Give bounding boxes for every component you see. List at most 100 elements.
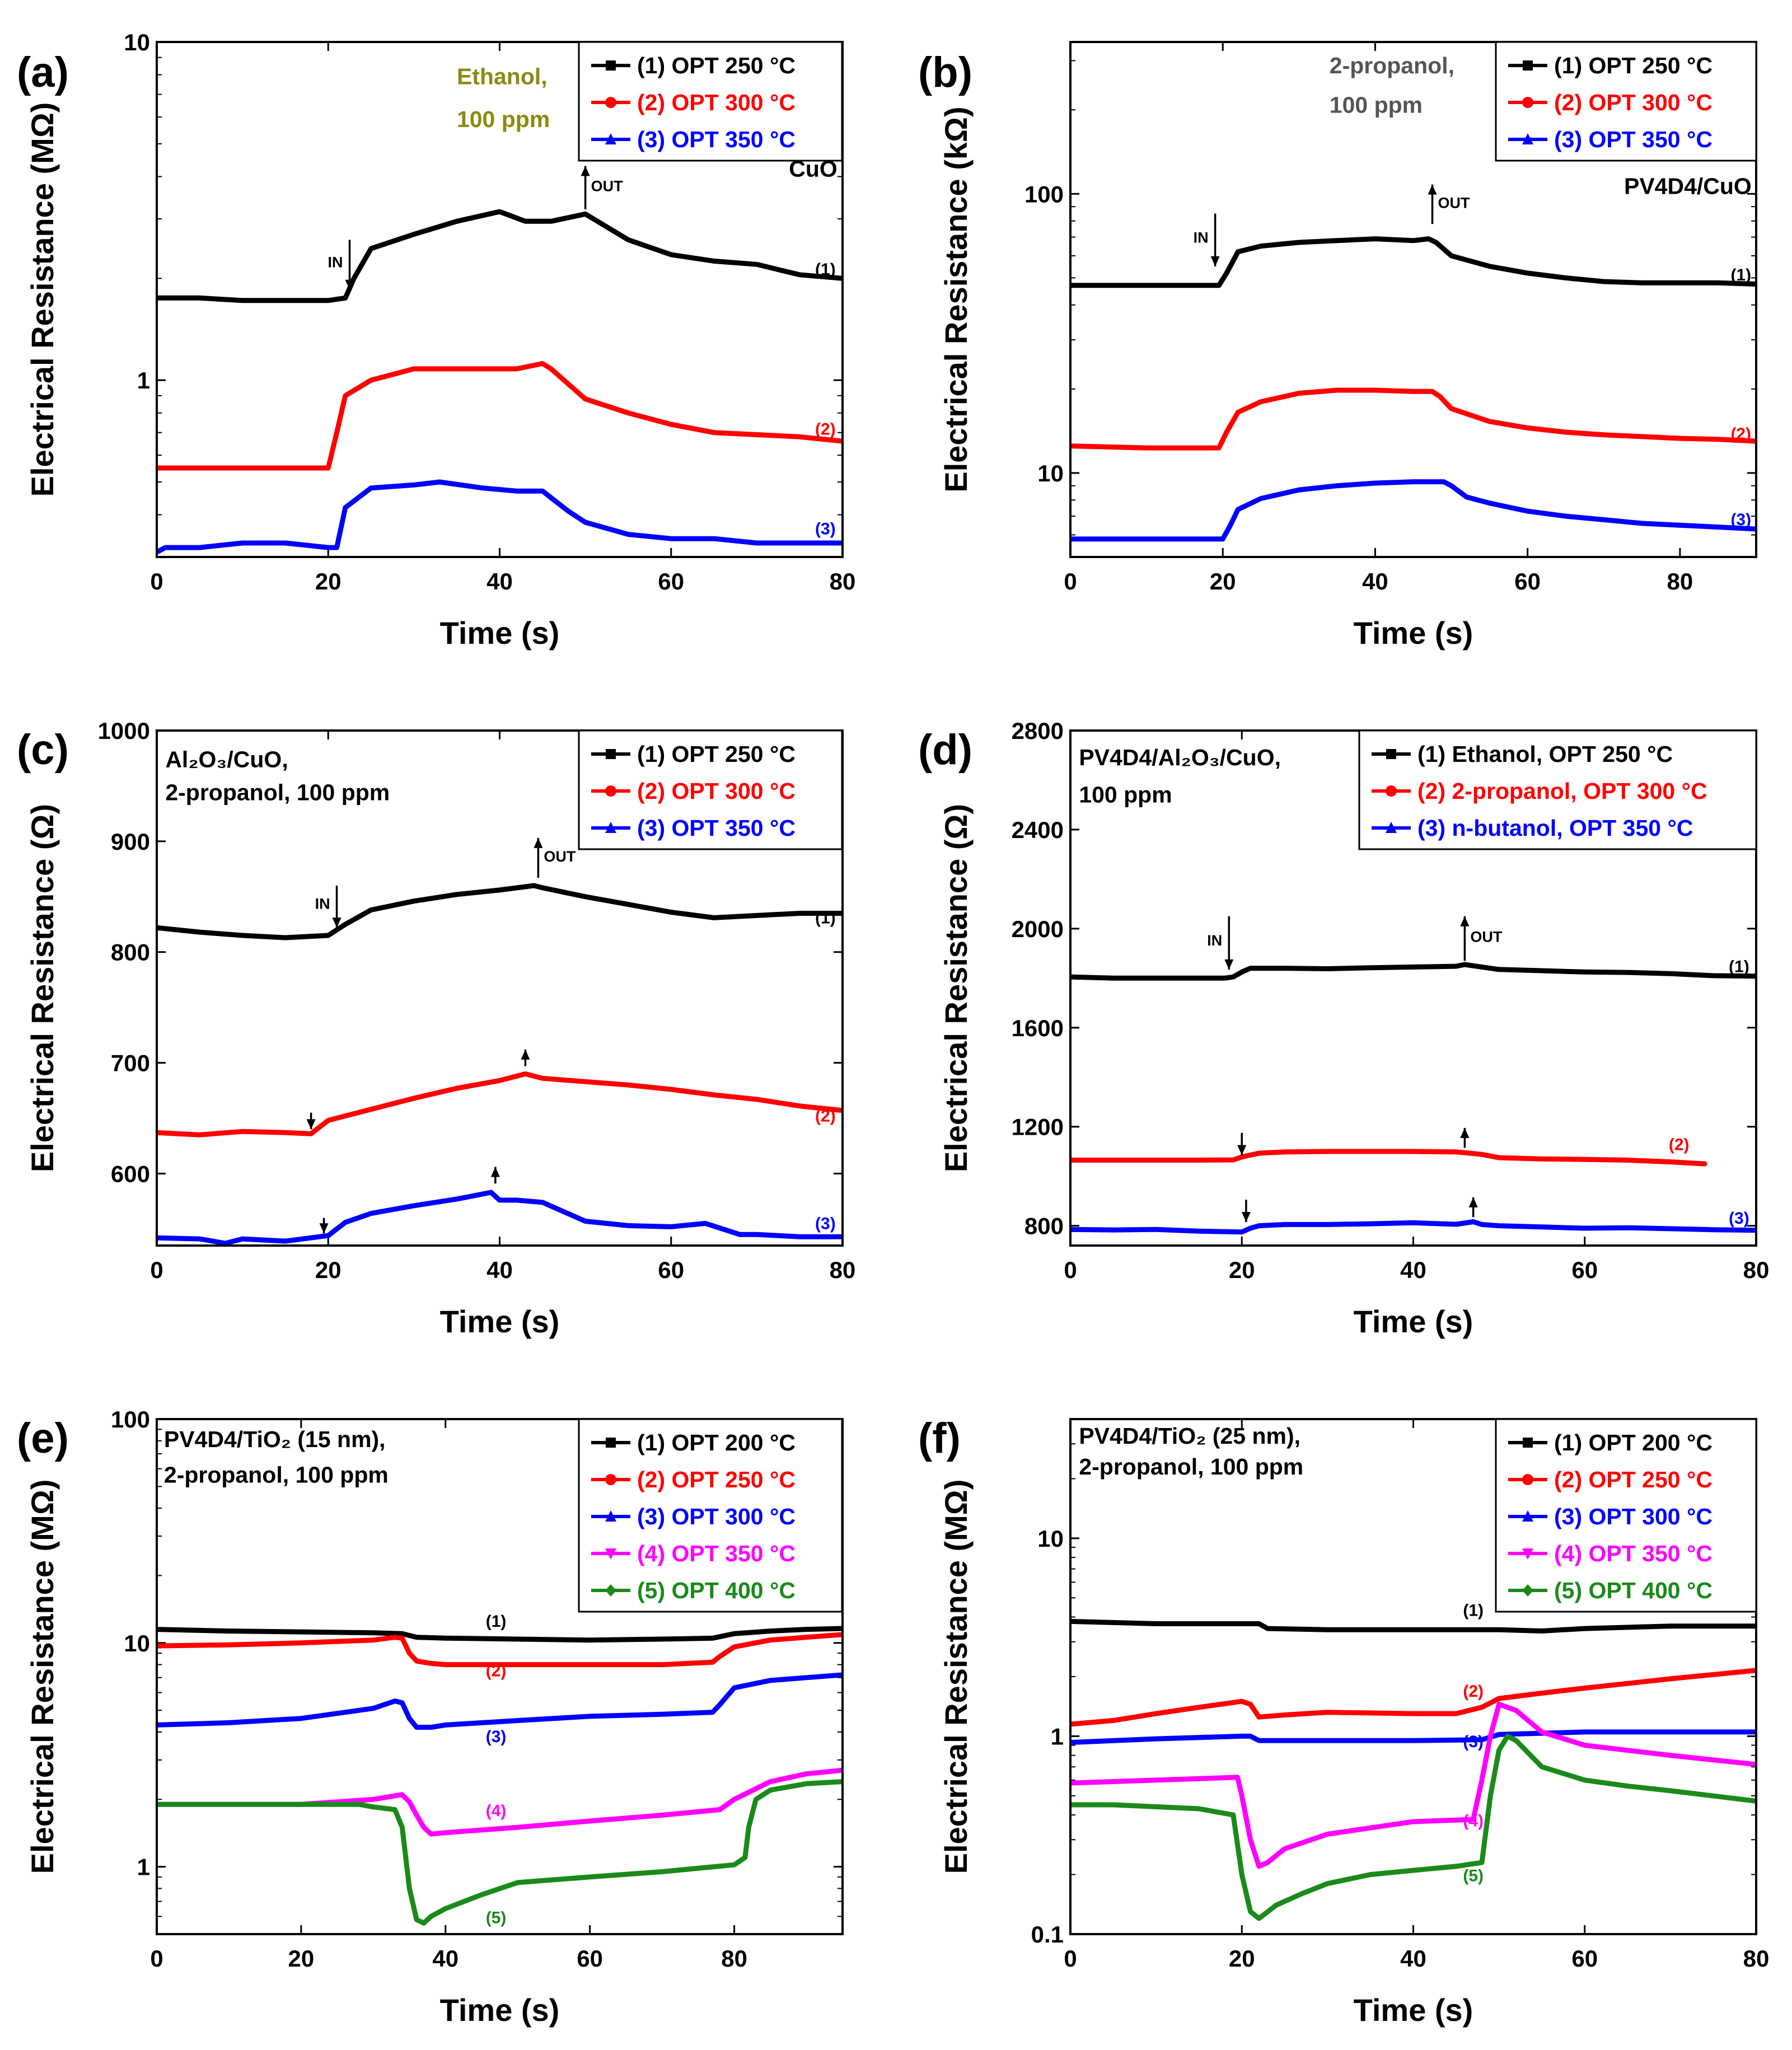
x-tick-label: 40 [432,1945,458,1972]
chart-panel-2: (c) 0 20 40 60 80 600 700 800 900 1000 Time (s) Elec… [17,718,855,1339]
chart-panel-1: (b) 0 20 40 60 80 10 100 Time (s) Electrical Resi… [918,41,1757,650]
curve-tag: (3) [1729,1209,1749,1228]
legend-entry: (2) OPT 300 °C [637,90,796,115]
annotation: 2-propanol, [1330,53,1454,78]
x-tick-label: 80 [830,568,856,595]
annotation: PV4D4/CuO [1624,173,1752,199]
arrow-head [1224,959,1234,970]
legend-marker [606,1438,616,1448]
series-line-4 [157,1779,843,1926]
y-tick-label: 10 [124,1630,150,1656]
curve-tag: (1) [1729,957,1749,976]
legend-marker [605,1510,616,1522]
x-tick-label: 80 [1667,568,1693,595]
arrow-head [1237,1145,1247,1155]
legend-entry: (1) OPT 250 °C [637,741,796,767]
x-tick-label: 60 [577,1945,603,1972]
series-line-0 [157,209,843,303]
legend-entry: (3) n-butanol, OPT 350 °C [1417,815,1693,841]
x-tick-label: 40 [486,1257,513,1283]
y-tick-label: 100 [1024,181,1064,207]
curve-tag: (3) [815,520,836,539]
y-tick-label: 2000 [1012,916,1064,942]
legend-entry: (1) OPT 250 °C [1554,53,1713,78]
legend-marker [605,785,616,797]
series-line-0 [1070,1618,1756,1634]
x-tick-label: 0 [150,568,163,595]
curve-tag: (3) [1730,511,1751,529]
arrow-head [1468,1197,1478,1207]
legend-marker [1523,1438,1533,1448]
arrow-label: OUT [1470,929,1503,946]
annotation: 2-propanol, 100 ppm [1079,1454,1303,1480]
curve-tag: (2) [815,1107,836,1125]
plot-frame [1069,1418,1757,1935]
curve-tag: (2) [1669,1136,1690,1154]
y-axis-title: Electrical Resistance (kΩ) [938,106,974,492]
chart-panel-5: (f) 0 20 40 60 80 0.1 1 10 Time (s) Electrical Res… [918,1415,1769,2028]
legend-marker [606,60,616,71]
series-line-0 [1070,962,1756,981]
series-line-4 [1070,1733,1756,1921]
legend-entry: (3) OPT 350 °C [1554,127,1713,152]
legend-marker [605,822,616,833]
curve-tag: (2) [1463,1682,1484,1701]
arrow-head [332,918,341,928]
legend-entry: (2) 2-propanol, OPT 300 °C [1417,778,1707,804]
panel-letter: (a) [17,49,69,96]
curve-tag: (4) [1463,1812,1484,1831]
y-axis-title: Electrical Resistance (Ω) [25,804,60,1172]
arrow-head [521,1049,530,1060]
arrow-label: OUT [544,848,576,865]
series-line-2 [157,479,843,555]
series-line-3 [157,1767,843,1837]
annotation: PV4D4/TiO₂ (15 nm), [164,1426,386,1452]
y-tick-label: 10 [124,29,150,55]
y-tick-label: 2400 [1012,817,1064,843]
x-tick-label: 40 [1400,1945,1426,1972]
x-axis-title: Time (s) [440,615,560,650]
series-group [1070,236,1756,542]
x-tick-label: 80 [721,1945,747,1972]
series-group [1070,1618,1756,1921]
curve-tag: (5) [486,1908,507,1927]
curve-tag: (3) [1463,1733,1484,1751]
arrow-label: OUT [591,177,624,194]
annotation: 100 ppm [1079,781,1172,807]
legend-entry: (1) OPT 200 °C [637,1430,796,1455]
curve-tag: (1) [1730,266,1751,284]
annotation: 2-propanol, 100 ppm [165,780,390,806]
panel-letter: (b) [918,49,972,96]
legend-marker [605,1548,616,1560]
plot-frame [1069,41,1757,558]
arrow-head [490,1167,500,1177]
legend-entry: (2) OPT 300 °C [637,778,796,804]
legend-entry: (5) OPT 400 °C [1554,1578,1713,1603]
panel-letter: (d) [918,726,972,774]
chart-panel-0: (a) 0 20 40 60 80 1 10 Time (s) Electrical Resist… [17,29,855,650]
y-tick-label: 2800 [1012,718,1064,744]
y-tick-label: 1 [1051,1723,1064,1749]
legend-marker [605,133,616,144]
arrow-head [1241,1211,1251,1222]
legend-marker [1522,1510,1533,1522]
series-line-0 [157,1626,843,1643]
series-line-1 [157,361,843,471]
series-group [1070,962,1756,1235]
y-tick-label: 1200 [1012,1114,1064,1140]
legend-entry: (3) OPT 300 °C [1554,1504,1713,1529]
legend-marker [605,1474,616,1485]
arrow-head [581,166,590,176]
x-tick-label: 60 [1514,568,1541,595]
y-axis-title: Electrical Resistance (Ω) [938,804,974,1172]
curve-tag: (2) [815,420,836,438]
annotation: 100 ppm [457,106,550,132]
series-line-2 [157,1190,843,1246]
legend-marker [1386,785,1397,797]
x-tick-label: 0 [150,1257,163,1283]
panel-letter: (c) [17,726,69,774]
legend-entry: (5) OPT 400 °C [637,1578,796,1603]
x-tick-label: 60 [658,568,684,595]
legend-entry: (4) OPT 350 °C [1554,1541,1713,1566]
curve-tag: (1) [1463,1602,1484,1620]
